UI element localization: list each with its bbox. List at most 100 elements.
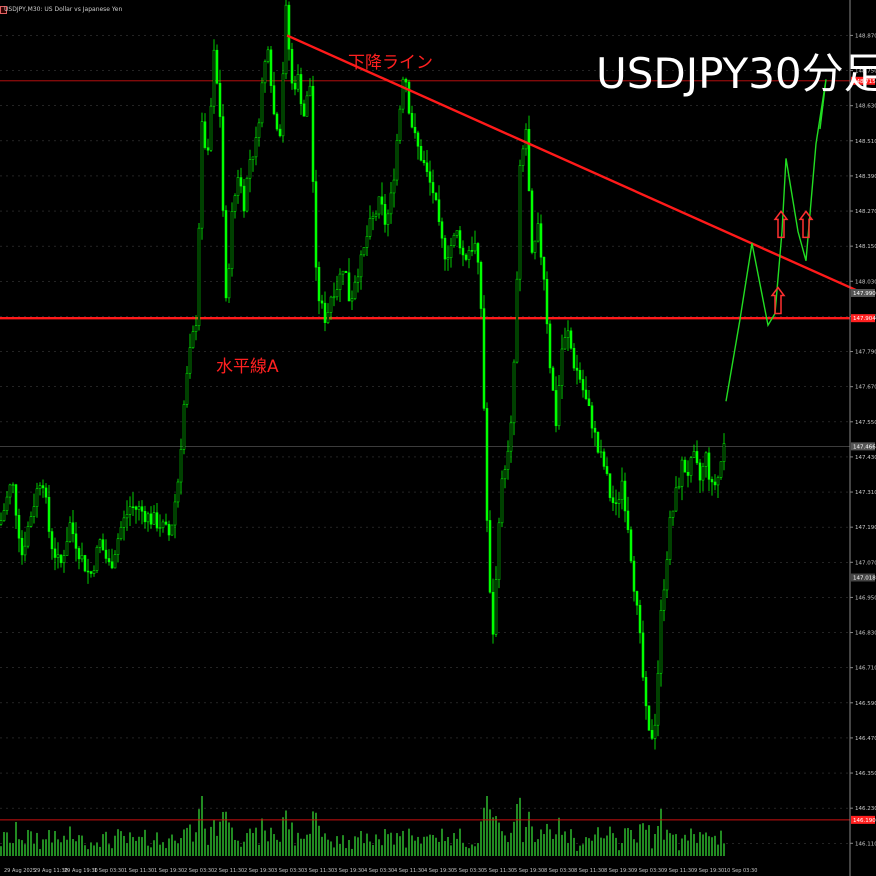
volume-bar <box>582 844 584 856</box>
volume-bar <box>594 834 596 856</box>
volume-bar <box>126 843 128 856</box>
volume-bar <box>660 808 662 856</box>
price-tick-label: 147.550 <box>855 420 876 426</box>
volume-bar <box>135 840 137 856</box>
candle-body <box>527 129 531 192</box>
volume-bar <box>528 811 530 856</box>
candle-body <box>206 147 210 151</box>
candle-body <box>653 724 657 739</box>
price-tick-label: 147.430 <box>855 455 876 461</box>
candle-body <box>62 555 66 564</box>
volume-bar <box>648 825 650 856</box>
candle-body <box>374 213 378 217</box>
candle-body <box>20 537 24 556</box>
volume-bar <box>534 842 536 856</box>
volume-bar <box>357 837 359 856</box>
candle-body <box>248 159 252 179</box>
volume-bar <box>144 829 146 856</box>
volume-bar <box>276 839 278 856</box>
candle-body <box>440 221 444 239</box>
volume-bar <box>702 834 704 856</box>
candle-body <box>437 199 441 222</box>
candle-body <box>56 554 60 558</box>
volume-bar <box>711 837 713 856</box>
volume-bar <box>51 842 53 856</box>
candle-body <box>44 487 48 498</box>
candle-body <box>119 527 123 540</box>
volume-bar <box>81 835 83 856</box>
candle-body <box>404 78 408 83</box>
price-tag-label: 148.715 <box>853 79 876 85</box>
candle-body <box>677 486 681 489</box>
candle-body <box>188 347 192 374</box>
volume-bar <box>30 831 32 856</box>
volume-bar <box>531 826 533 856</box>
time-tick-label: 5 Sep 19:30 <box>514 868 544 874</box>
volume-bar <box>201 796 203 856</box>
volume-bar <box>396 833 398 856</box>
volume-bar <box>471 844 473 856</box>
volume-bar <box>402 830 404 856</box>
volume-bar <box>504 835 506 856</box>
volume-bar <box>189 824 191 856</box>
candle-body <box>686 471 690 476</box>
candle-body <box>101 539 105 551</box>
volume-bar <box>588 838 590 856</box>
candle-body <box>362 247 366 256</box>
volume-bar <box>540 829 542 856</box>
candle-body <box>356 276 360 283</box>
candle-body <box>575 367 579 371</box>
volume-bar <box>234 839 236 856</box>
volume-bar <box>675 834 677 856</box>
candle-body <box>80 555 84 560</box>
volume-bar <box>684 834 686 856</box>
volume-bar <box>120 831 122 856</box>
candle-body <box>710 479 714 483</box>
candle-body <box>92 570 96 574</box>
volume-bar <box>15 821 17 856</box>
price-tick-label: 146.830 <box>855 631 876 637</box>
candle-body <box>17 515 21 539</box>
volume-bar <box>231 827 233 856</box>
candle-body <box>197 227 201 327</box>
volume-bar <box>498 822 500 856</box>
candle-body <box>194 325 198 332</box>
price-tick-label: 146.110 <box>855 841 876 847</box>
volume-bar <box>168 838 170 856</box>
volume-bar <box>78 835 80 856</box>
trendline-label: 下降ライン <box>348 53 433 73</box>
candle-body <box>191 331 195 348</box>
volume-bar <box>459 828 461 856</box>
candle-body <box>683 459 687 473</box>
candle-body <box>668 517 672 560</box>
candle-body <box>500 478 504 524</box>
candle-body <box>695 451 699 464</box>
volume-bar <box>642 823 644 856</box>
time-tick-label: 4 Sep 19:30 <box>424 868 454 874</box>
volume-bar <box>270 827 272 856</box>
volume-bar <box>375 834 377 856</box>
volume-bar <box>150 847 152 856</box>
volume-bar <box>477 843 479 856</box>
price-tick-label: 148.390 <box>855 174 876 180</box>
price-tick-label: 147.670 <box>855 385 876 391</box>
volume-bar <box>333 847 335 856</box>
volume-bar <box>291 822 293 856</box>
time-tick-label: 29 Aug 2025 <box>4 868 36 874</box>
candle-body <box>623 480 627 512</box>
candle-body <box>335 289 339 298</box>
volume-bar <box>138 836 140 856</box>
volume-bar <box>630 829 632 856</box>
volume-bar <box>645 829 647 856</box>
volume-bar <box>450 845 452 856</box>
volume-bar <box>669 833 671 856</box>
price-tag-label: 147.990 <box>853 291 876 297</box>
candle-body <box>287 4 291 50</box>
candle-body <box>113 554 117 569</box>
candle-body <box>656 672 660 726</box>
volume-bar <box>570 829 572 856</box>
volume-bar <box>261 818 263 856</box>
price-tag <box>851 314 875 323</box>
candle-body <box>167 524 171 536</box>
